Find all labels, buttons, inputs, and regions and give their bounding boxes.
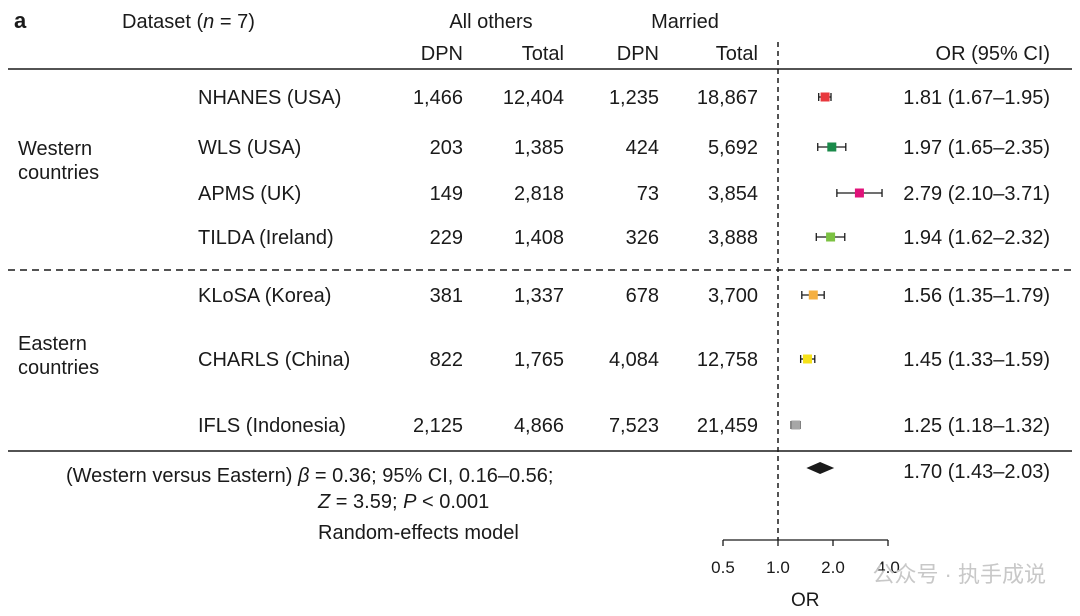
- others-dpn-value: 229: [430, 227, 463, 249]
- married-dpn-value: 424: [626, 137, 659, 159]
- married-dpn-value: 1,235: [609, 87, 659, 109]
- group-label-western: Western countries: [18, 138, 99, 184]
- group-label-eastern: Eastern countries: [18, 333, 99, 379]
- point-estimate-marker: [827, 142, 837, 152]
- married-dpn-value: 678: [626, 285, 659, 307]
- header-married-total: Total: [716, 43, 758, 65]
- married-total-value: 3,700: [708, 285, 758, 307]
- header-or-ci: OR (95% CI): [936, 43, 1050, 65]
- study-name: WLS (USA): [198, 137, 301, 159]
- study-name: APMS (UK): [198, 183, 301, 205]
- or-ci-value: 1.97 (1.65–2.35): [903, 137, 1050, 159]
- pooled-diamond: [806, 462, 835, 474]
- or-ci-value: 1.81 (1.67–1.95): [903, 87, 1050, 109]
- x-tick-label: 2.0: [821, 558, 845, 577]
- or-ci-value: 1.94 (1.62–2.32): [903, 227, 1050, 249]
- others-dpn-value: 203: [430, 137, 463, 159]
- married-total-value: 21,459: [697, 415, 758, 437]
- others-dpn-value: 822: [430, 349, 463, 371]
- header-all-others: All others: [449, 11, 532, 33]
- watermark-text: 公众号 · 执手成说: [872, 562, 1046, 587]
- or-ci-value: 2.79 (2.10–3.71): [903, 183, 1050, 205]
- married-total-value: 3,854: [708, 183, 758, 205]
- married-dpn-value: 7,523: [609, 415, 659, 437]
- others-dpn-value: 2,125: [413, 415, 463, 437]
- header-others-dpn: DPN: [421, 43, 463, 65]
- others-dpn-value: 1,466: [413, 87, 463, 109]
- or-ci-value: 1.25 (1.18–1.32): [903, 415, 1050, 437]
- married-dpn-value: 4,084: [609, 349, 659, 371]
- point-estimate-marker: [808, 290, 818, 300]
- or-ci-value: 1.56 (1.35–1.79): [903, 285, 1050, 307]
- point-estimate-marker: [826, 232, 836, 242]
- x-tick-label: 0.5: [711, 558, 735, 577]
- others-total-value: 1,408: [514, 227, 564, 249]
- dataset-header: Dataset (n = 7): [122, 11, 255, 33]
- pooled-stats-line2: Z = 3.59; P < 0.001: [317, 491, 489, 513]
- married-dpn-value: 326: [626, 227, 659, 249]
- study-name: KLoSA (Korea): [198, 285, 331, 307]
- others-total-value: 1,337: [514, 285, 564, 307]
- or-ci-value: 1.45 (1.33–1.59): [903, 349, 1050, 371]
- others-total-value: 4,866: [514, 415, 564, 437]
- married-total-value: 5,692: [708, 137, 758, 159]
- others-total-value: 2,818: [514, 183, 564, 205]
- others-total-value: 12,404: [503, 87, 564, 109]
- header-married-dpn: DPN: [617, 43, 659, 65]
- married-total-value: 12,758: [697, 349, 758, 371]
- pooled-stats-line1: (Western versus Eastern) β = 0.36; 95% C…: [66, 465, 553, 487]
- others-dpn-value: 149: [430, 183, 463, 205]
- others-dpn-value: 381: [430, 285, 463, 307]
- others-total-value: 1,765: [514, 349, 564, 371]
- married-dpn-value: 73: [637, 183, 659, 205]
- point-estimate-marker: [854, 188, 864, 198]
- panel-label: a: [14, 8, 27, 33]
- x-axis-label: OR: [791, 590, 820, 611]
- point-estimate-marker: [820, 92, 830, 102]
- point-estimate-marker: [791, 420, 801, 430]
- model-label: Random-effects model: [318, 522, 519, 544]
- point-estimate-marker: [802, 354, 812, 364]
- married-total-value: 18,867: [697, 87, 758, 109]
- married-total-value: 3,888: [708, 227, 758, 249]
- others-total-value: 1,385: [514, 137, 564, 159]
- x-tick-label: 1.0: [766, 558, 790, 577]
- study-name: CHARLS (China): [198, 349, 350, 371]
- pooled-or-text: 1.70 (1.43–2.03): [903, 461, 1050, 483]
- study-name: IFLS (Indonesia): [198, 415, 346, 437]
- header-married: Married: [651, 11, 719, 33]
- x-tick-label: 4.0: [876, 558, 900, 577]
- study-rows: NHANES (USA) 1,466 12,404 1,235 18,867 1.81 (…: [198, 87, 1050, 437]
- study-name: TILDA (Ireland): [198, 227, 334, 249]
- header-others-total: Total: [522, 43, 564, 65]
- study-name: NHANES (USA): [198, 87, 341, 109]
- plot-area: 0.5 1.0 2.0 4.0 OR: [711, 42, 900, 611]
